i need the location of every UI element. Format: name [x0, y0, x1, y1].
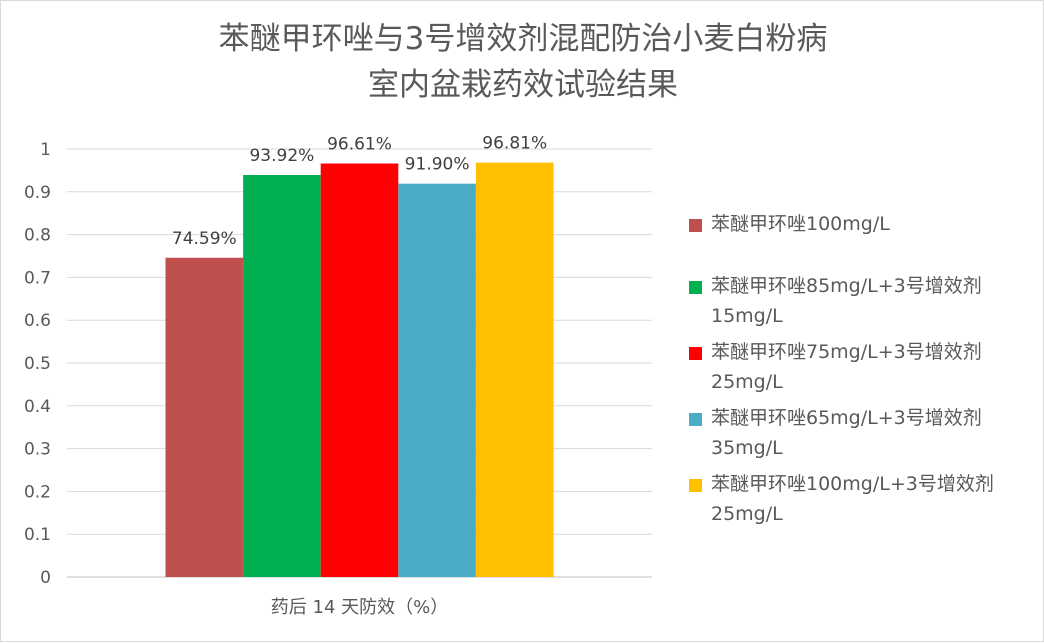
y-tick-label: 0.3 — [24, 440, 51, 460]
bars — [165, 162, 554, 577]
legend-swatch — [689, 479, 702, 492]
data-label: 91.90% — [405, 155, 470, 175]
legend-label: 苯醚甲环唑85mg/L+3号增效剂15mg/L — [711, 275, 982, 327]
data-labels: 74.59% 93.92% 96.61% 91.90% 96.81% — [172, 134, 547, 249]
y-axis-ticks: 0 0.1 0.2 0.3 0.4 0.5 0.6 0.7 0.8 0.9 1 — [24, 140, 51, 588]
y-tick-label: 0.6 — [24, 311, 51, 331]
y-tick-label: 0.5 — [24, 354, 51, 374]
legend-swatch — [689, 281, 702, 294]
y-tick-label: 0.1 — [24, 525, 51, 545]
chart-title-line-2: 室内盆栽药效试验结果 — [368, 67, 678, 103]
legend-item: 苯醚甲环唑100mg/L — [689, 209, 1034, 239]
legend-item: 苯醚甲环唑85mg/L+3号增效剂15mg/L — [689, 271, 1034, 331]
bar-series-5 — [475, 162, 554, 577]
legend-swatch — [689, 413, 702, 426]
y-tick-label: 0.7 — [24, 268, 51, 288]
bar-series-3 — [320, 163, 399, 577]
legend-item: 苯醚甲环唑100mg/L+3号增效剂25mg/L — [689, 469, 1034, 529]
x-axis-categories: 药后 14 天防效（%） — [271, 597, 448, 618]
legend-swatch — [689, 347, 702, 360]
y-tick-label: 1 — [40, 140, 51, 160]
legend-label: 苯醚甲环唑75mg/L+3号增效剂25mg/L — [711, 341, 982, 393]
y-tick-label: 0.2 — [24, 482, 51, 502]
data-label: 96.81% — [482, 134, 547, 154]
legend-label: 苯醚甲环唑65mg/L+3号增效剂35mg/L — [711, 407, 982, 459]
chart-title-line-1: 苯醚甲环唑与3号增效剂混配防治小麦白粉病 — [218, 21, 828, 57]
legend-item: 苯醚甲环唑75mg/L+3号增效剂25mg/L — [689, 337, 1034, 397]
bar-series-2 — [243, 175, 321, 577]
bar-series-4 — [398, 183, 476, 577]
y-tick-label: 0.8 — [24, 226, 51, 246]
data-label: 96.61% — [327, 135, 392, 155]
y-tick-label: 0 — [40, 568, 51, 588]
legend-item: 苯醚甲环唑65mg/L+3号增效剂35mg/L — [689, 403, 1034, 463]
legend-label: 苯醚甲环唑100mg/L — [711, 213, 890, 235]
y-tick-label: 0.9 — [24, 183, 51, 203]
legend-label: 苯醚甲环唑100mg/L+3号增效剂25mg/L — [711, 473, 994, 525]
data-label: 74.59% — [172, 229, 237, 249]
x-category-label: 药后 14 天防效（%） — [271, 597, 448, 618]
y-tick-label: 0.4 — [24, 397, 51, 417]
legend-swatch — [689, 219, 702, 232]
data-label: 93.92% — [249, 146, 314, 166]
bar-series-1 — [165, 257, 244, 577]
